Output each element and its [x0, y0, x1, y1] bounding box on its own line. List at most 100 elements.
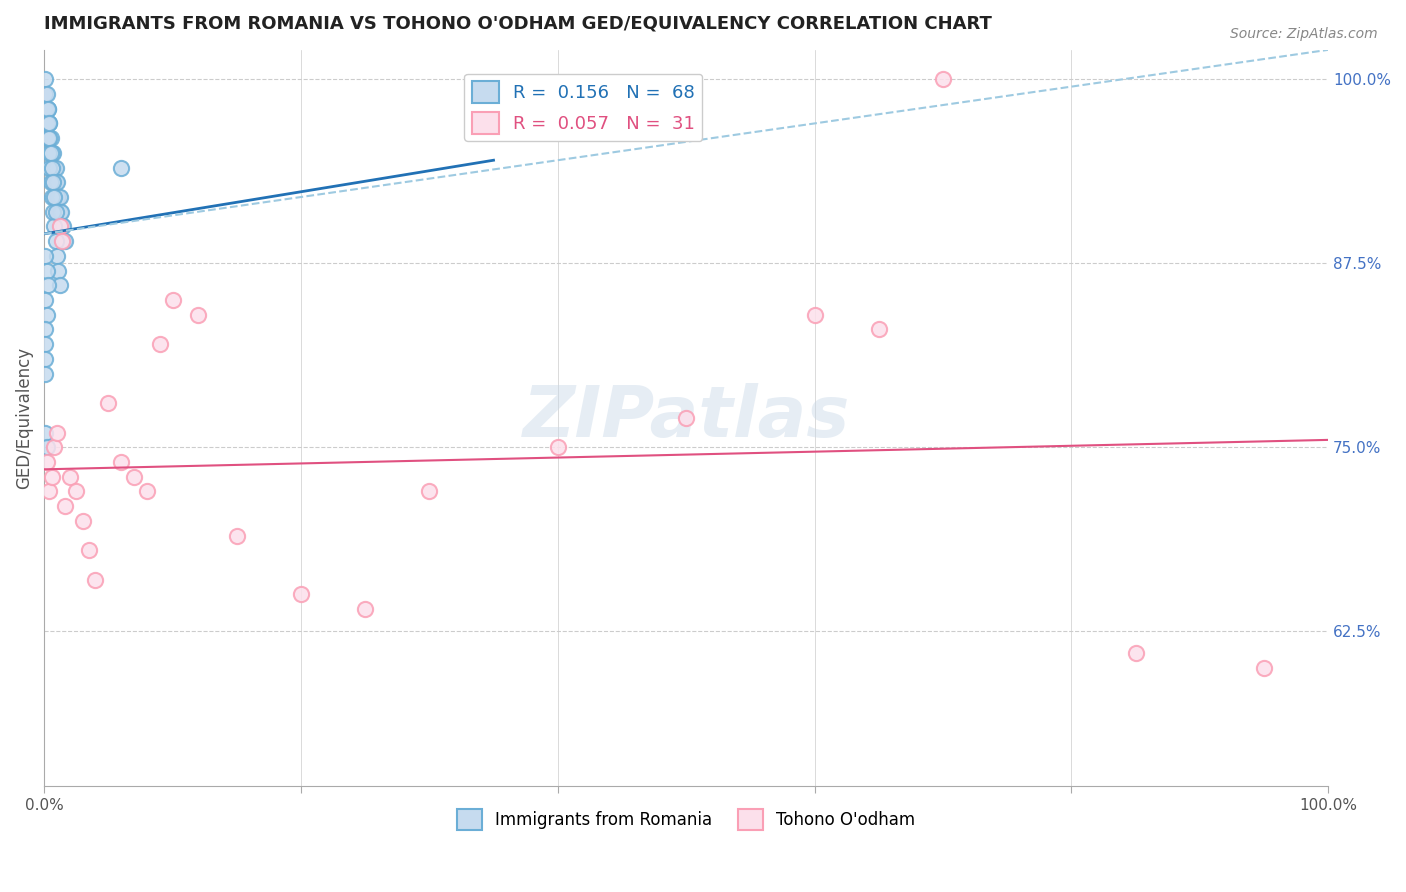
Point: [35, 87, 58, 101]
Point: [34, 87, 56, 101]
Point: [48, 278, 70, 293]
Point: [41, 469, 63, 483]
Point: [38, 145, 60, 160]
Point: [135, 484, 157, 499]
Point: [34, 249, 56, 263]
Point: [46, 425, 69, 440]
Point: [42, 161, 65, 175]
Text: Source: ZipAtlas.com: Source: ZipAtlas.com: [1230, 27, 1378, 41]
Point: [1125, 646, 1147, 660]
Point: [290, 587, 312, 601]
Point: [675, 410, 697, 425]
Point: [37, 131, 59, 145]
Point: [39, 145, 62, 160]
Point: [42, 175, 65, 189]
Point: [1253, 661, 1275, 675]
Point: [162, 293, 184, 307]
Point: [59, 469, 82, 483]
Point: [547, 440, 569, 454]
Legend: Immigrants from Romania, Tohono O'odham: Immigrants from Romania, Tohono O'odham: [450, 803, 922, 837]
Point: [45, 175, 67, 189]
Point: [38, 161, 60, 175]
Point: [45, 234, 67, 248]
Point: [42, 175, 65, 189]
Point: [37, 102, 59, 116]
Point: [38, 116, 60, 130]
Point: [34, 425, 56, 440]
Point: [46, 204, 69, 219]
Point: [52, 219, 75, 234]
Point: [52, 234, 75, 248]
Point: [48, 190, 70, 204]
Point: [41, 190, 63, 204]
Point: [418, 484, 440, 499]
Point: [35, 116, 58, 130]
Point: [44, 161, 66, 175]
Point: [42, 204, 65, 219]
Point: [45, 204, 67, 219]
Point: [97, 396, 120, 410]
Text: IMMIGRANTS FROM ROMANIA VS TOHONO O'ODHAM GED/EQUIVALENCY CORRELATION CHART: IMMIGRANTS FROM ROMANIA VS TOHONO O'ODHA…: [44, 15, 993, 33]
Point: [35, 102, 58, 116]
Point: [44, 175, 66, 189]
Point: [354, 602, 377, 616]
Point: [35, 116, 58, 130]
Point: [46, 190, 69, 204]
Point: [77, 543, 100, 558]
Point: [53, 234, 76, 248]
Point: [49, 219, 72, 234]
Point: [45, 161, 67, 175]
Point: [803, 308, 825, 322]
Point: [65, 484, 87, 499]
Point: [72, 514, 94, 528]
Point: [38, 131, 60, 145]
Point: [53, 499, 76, 513]
Point: [34, 367, 56, 381]
Point: [39, 145, 62, 160]
Point: [34, 322, 56, 336]
Point: [38, 131, 60, 145]
Y-axis label: GED/Equivalency: GED/Equivalency: [15, 347, 32, 489]
Point: [46, 190, 69, 204]
Point: [35, 263, 58, 277]
Point: [41, 161, 63, 175]
Point: [149, 337, 172, 351]
Point: [35, 440, 58, 454]
Point: [35, 455, 58, 469]
Point: [46, 263, 69, 277]
Point: [187, 308, 209, 322]
Point: [37, 116, 59, 130]
Text: ZIPatlas: ZIPatlas: [523, 384, 849, 452]
Point: [868, 322, 890, 336]
Point: [39, 161, 62, 175]
Point: [38, 116, 60, 130]
Point: [41, 161, 63, 175]
Point: [48, 204, 70, 219]
Point: [48, 219, 70, 234]
Point: [37, 131, 59, 145]
Point: [225, 528, 247, 542]
Point: [46, 175, 69, 189]
Point: [44, 440, 66, 454]
Point: [34, 102, 56, 116]
Point: [122, 469, 145, 483]
Point: [38, 484, 60, 499]
Point: [51, 219, 73, 234]
Point: [51, 234, 73, 248]
Point: [84, 573, 107, 587]
Point: [34, 337, 56, 351]
Point: [49, 204, 72, 219]
Point: [34, 72, 56, 87]
Point: [110, 161, 132, 175]
Point: [39, 131, 62, 145]
Point: [41, 145, 63, 160]
Point: [39, 175, 62, 189]
Point: [44, 190, 66, 204]
Point: [37, 278, 59, 293]
Point: [35, 308, 58, 322]
Point: [110, 455, 132, 469]
Point: [44, 219, 66, 234]
Point: [34, 351, 56, 366]
Point: [37, 102, 59, 116]
Point: [46, 249, 69, 263]
